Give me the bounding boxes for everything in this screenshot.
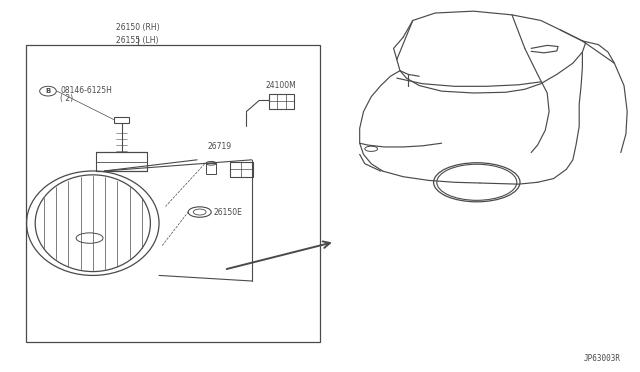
Bar	[206, 163, 216, 174]
Text: 24100M: 24100M	[266, 81, 296, 90]
Text: 26719: 26719	[208, 142, 232, 151]
Text: ( 2): ( 2)	[60, 94, 74, 103]
Text: 26150E: 26150E	[214, 208, 243, 217]
Bar	[230, 162, 253, 177]
Bar	[269, 94, 294, 109]
Text: JP63003R: JP63003R	[584, 354, 621, 363]
Text: 26150 (RH): 26150 (RH)	[116, 23, 159, 32]
Bar	[26, 45, 320, 342]
Text: 08146-6125H: 08146-6125H	[60, 86, 112, 94]
Bar	[114, 117, 129, 123]
Text: 26155 (LH): 26155 (LH)	[116, 36, 159, 45]
Text: B: B	[45, 88, 51, 94]
